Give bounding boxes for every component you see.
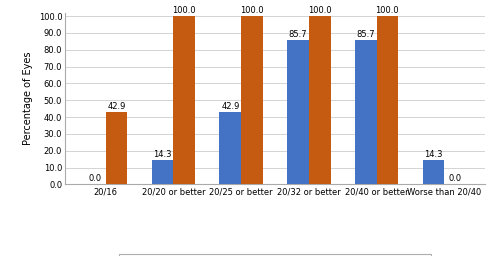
Y-axis label: Percentage of Eyes: Percentage of Eyes bbox=[23, 52, 33, 145]
Bar bbox=[106, 112, 128, 184]
Bar bbox=[152, 160, 174, 184]
Bar bbox=[174, 16, 195, 184]
Bar bbox=[309, 16, 330, 184]
Text: 42.9: 42.9 bbox=[108, 102, 126, 111]
Text: 0.0: 0.0 bbox=[448, 175, 462, 184]
Bar bbox=[287, 40, 309, 184]
Text: 42.9: 42.9 bbox=[221, 102, 240, 111]
Text: 0.0: 0.0 bbox=[88, 175, 102, 184]
Legend: Preoperative Binocular DCIVA, Postoperative Binocular DCIVA: Preoperative Binocular DCIVA, Postoperat… bbox=[120, 254, 430, 256]
Bar bbox=[220, 112, 241, 184]
Text: 100.0: 100.0 bbox=[240, 6, 264, 15]
Text: 85.7: 85.7 bbox=[356, 30, 375, 39]
Text: 85.7: 85.7 bbox=[288, 30, 308, 39]
Text: 100.0: 100.0 bbox=[376, 6, 399, 15]
Bar bbox=[241, 16, 263, 184]
Bar bbox=[376, 16, 398, 184]
Text: 14.3: 14.3 bbox=[424, 151, 442, 159]
Text: 100.0: 100.0 bbox=[172, 6, 196, 15]
Text: 14.3: 14.3 bbox=[154, 151, 172, 159]
Text: 100.0: 100.0 bbox=[308, 6, 332, 15]
Bar bbox=[355, 40, 376, 184]
Bar bbox=[422, 160, 444, 184]
